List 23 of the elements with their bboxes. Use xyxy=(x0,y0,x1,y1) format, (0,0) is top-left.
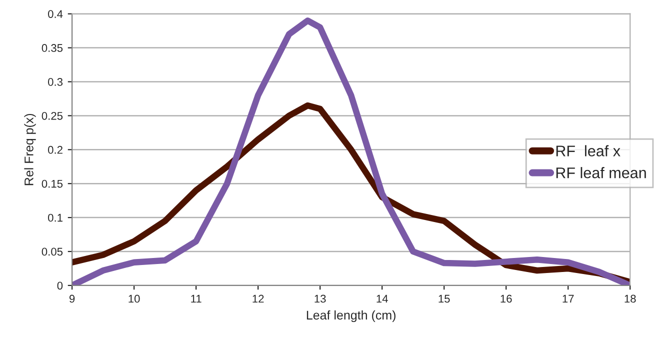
y-tick-label: 0.35 xyxy=(42,44,63,52)
legend-label: RF leaf mean xyxy=(556,167,646,178)
x-tick-label: 9 xyxy=(69,294,75,303)
x-axis-title: Leaf length (cm) xyxy=(306,310,396,322)
y-tick-label: 0.05 xyxy=(42,248,63,256)
legend-label: RF leaf x xyxy=(556,145,620,156)
x-tick-label: 16 xyxy=(500,294,512,303)
x-tick-label: 15 xyxy=(438,294,450,303)
y-axis-title: Rel Freq p(x) xyxy=(24,114,36,186)
x-tick-label: 14 xyxy=(376,294,388,303)
y-tick-label: 0 xyxy=(57,282,63,290)
y-tick-label: 0.4 xyxy=(48,10,63,18)
x-tick-label: 12 xyxy=(252,294,264,303)
y-tick-label: 0.1 xyxy=(48,214,62,222)
x-tick-label: 18 xyxy=(624,294,636,303)
y-tick-label: 0.25 xyxy=(42,112,63,120)
x-tick-label: 13 xyxy=(314,294,326,303)
y-tick-label: 0.2 xyxy=(48,146,62,154)
x-tick-label: 17 xyxy=(562,294,574,303)
y-tick-label: 0.15 xyxy=(42,180,63,188)
x-tick-label: 10 xyxy=(128,294,140,303)
y-tick-label: 0.3 xyxy=(48,78,63,86)
x-tick-label: 11 xyxy=(191,294,202,303)
